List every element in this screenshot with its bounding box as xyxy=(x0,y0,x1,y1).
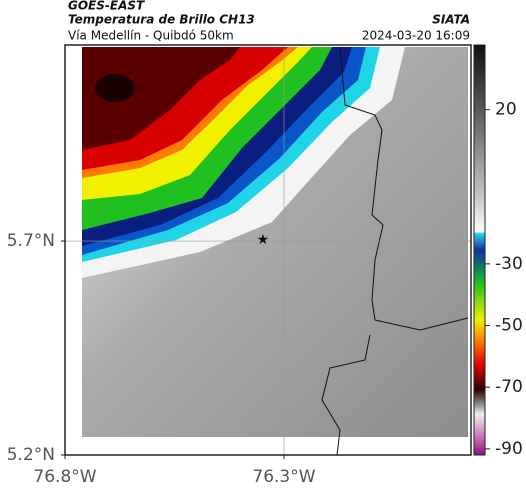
colorbar-label: 20 xyxy=(495,100,517,120)
map-frame xyxy=(64,44,472,456)
colorbar-label: -70 xyxy=(495,377,523,397)
y-tick-label: 5.2°N xyxy=(7,445,55,465)
x-tick-label: 76.8°W xyxy=(33,467,96,487)
colorbar-label: -30 xyxy=(495,254,523,274)
y-tick-label: 5.7°N xyxy=(7,231,55,251)
colorbar xyxy=(473,44,486,456)
title: Temperatura de Brillo CH13 xyxy=(68,13,255,27)
imagery xyxy=(82,46,469,456)
source: GOES-EAST xyxy=(68,0,145,13)
colorbar-label: -50 xyxy=(495,316,523,336)
subtitle: Vía Medellín - Quibdó 50km xyxy=(68,29,234,43)
timestamp: 2024-03-20 16:09 xyxy=(362,29,470,43)
x-tick-label: 76.3°W xyxy=(252,467,315,487)
brand: SIATA xyxy=(432,13,470,27)
colorbar-label: -90 xyxy=(495,439,523,459)
location-marker: ★ xyxy=(257,232,270,248)
